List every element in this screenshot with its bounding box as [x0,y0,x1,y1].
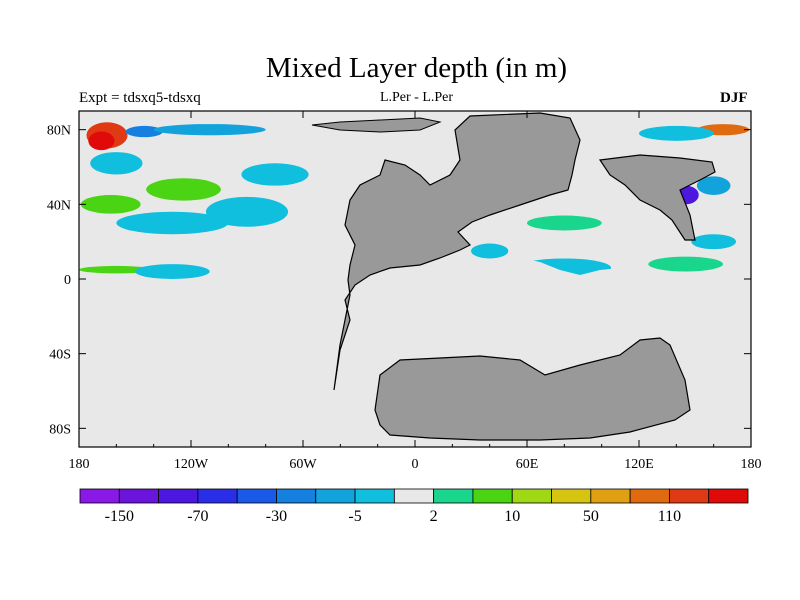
colorbar-box-11 [511,488,552,504]
colorbar-box-10 [472,488,513,504]
anomaly-patch-11 [80,195,141,214]
land-mask [311,112,716,441]
colorbar-label-6: 50 [583,508,599,525]
colorbar-box-2 [158,488,199,504]
y-tick-label-0: 80N [47,124,71,139]
colorbar-label-2: -30 [266,508,287,525]
x-tick-label-6: 180 [741,457,762,472]
x-axis: 180 120W 60W 0 60E 120E 180 [69,111,762,472]
colorbar-box-9 [433,488,474,504]
colorbar-box-12 [551,488,592,504]
chart-title: Mixed Layer depth (in m) [265,52,568,84]
season-label: DJF [720,90,748,106]
colorbar-label-0: -150 [105,508,134,525]
x-tick-label-1: 120W [174,457,209,472]
x-tick-label-4: 60E [516,457,539,472]
colorbar-label-7: 110 [658,508,681,525]
anomaly-patch-20 [471,243,509,259]
anomaly-patch-10 [146,178,221,201]
map-plot-area: 180 120W 60W 0 60E 120E 180 80N 40N 0 40S 80S [47,110,762,472]
colorbar-label-5: 10 [504,508,520,525]
colorbar-box-8 [393,488,435,504]
land-continent-west [333,112,581,391]
anomaly-patch-12 [205,196,289,227]
colorbar-label-1: -70 [187,508,208,525]
colorbar: -150 -70 -30 -5 2 10 50 110 [79,488,749,525]
colorbar-box-13 [590,488,631,504]
land-arctic-strip [311,117,442,133]
anomaly-patch-19 [648,256,724,272]
y-tick-label-1: 40N [47,198,71,213]
anomaly-field [79,122,750,279]
colorbar-box-7 [354,488,395,504]
colorbar-box-1 [118,488,159,504]
anomaly-patch-21 [90,152,143,175]
colorbar-box-4 [236,488,277,504]
period-label: L.Per - L.Per [379,90,454,105]
anomaly-patch-15 [135,264,210,279]
colorbar-box-3 [197,488,238,504]
anomaly-patch-9 [696,176,731,196]
anomaly-patch-13 [116,211,229,235]
colorbar-label-4: 2 [430,508,438,525]
colorbar-box-16 [708,488,749,504]
x-tick-label-0: 180 [69,457,90,472]
anomaly-patch-17 [527,215,602,231]
colorbar-box-5 [276,488,317,504]
anomaly-patch-22 [691,234,737,250]
y-tick-label-2: 0 [64,273,71,288]
x-tick-label-2: 60W [289,457,317,472]
experiment-label: Expt = tdsxq5-tdsxq [79,90,201,106]
y-axis: 80N 40N 0 40S 80S [47,124,751,437]
x-tick-label-3: 0 [412,457,419,472]
y-tick-label-4: 80S [49,422,71,437]
anomaly-patch-2 [125,125,163,138]
anomaly-patch-1 [88,131,115,151]
colorbar-box-15 [669,488,710,504]
colorbar-box-14 [629,488,670,504]
x-tick-label-5: 120E [624,457,654,472]
anomaly-patch-8 [639,125,714,141]
colorbar-label-3: -5 [348,508,361,525]
colorbar-box-6 [315,488,356,504]
land-continent-east [598,154,716,241]
anomaly-patch-3 [153,124,266,136]
colorbar-box-0 [79,488,120,504]
ocean-cutout [460,258,690,375]
anomaly-patch-16 [241,163,309,186]
y-tick-label-3: 40S [49,348,71,363]
land-continent-south [374,337,691,441]
